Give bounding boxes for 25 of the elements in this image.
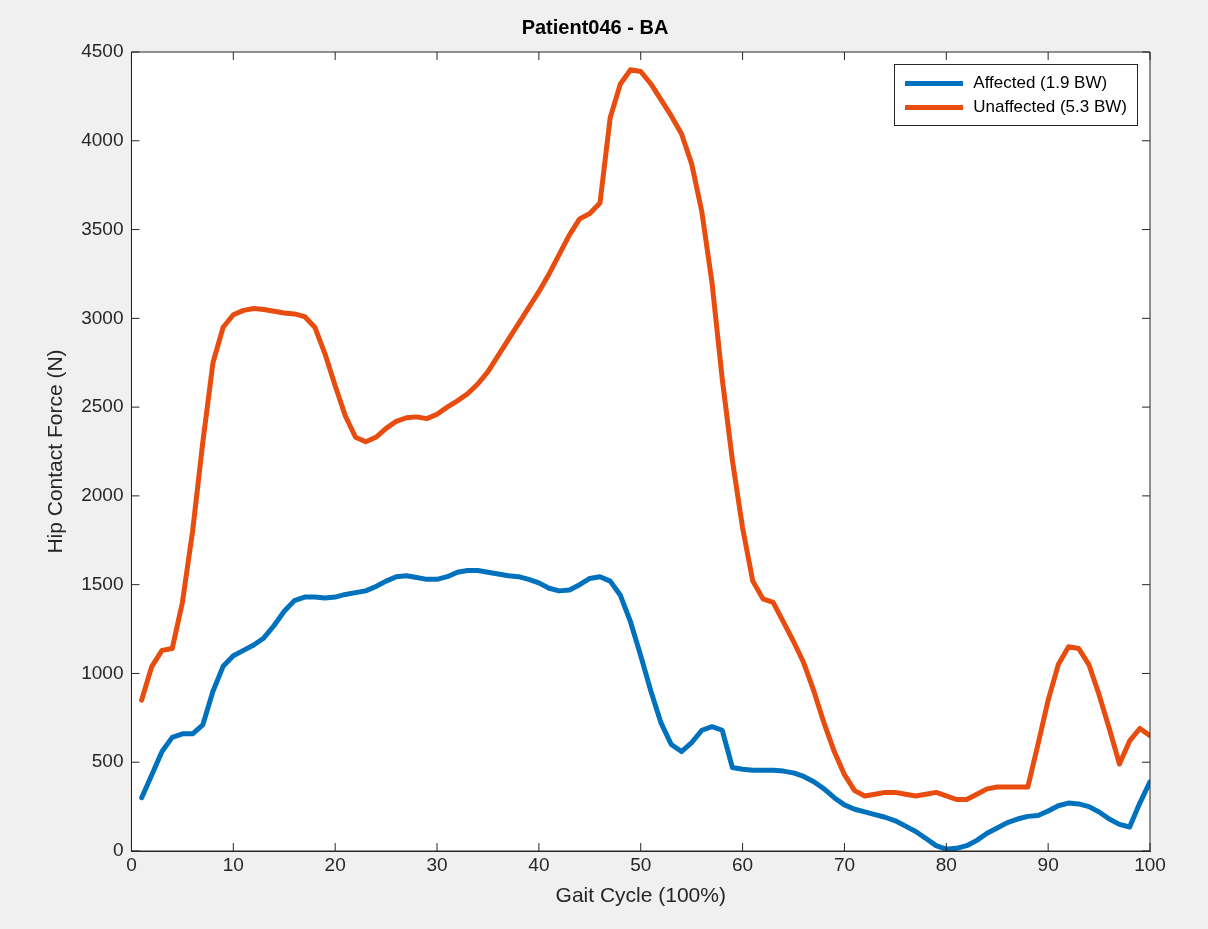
y-tick-label: 3000	[81, 306, 124, 328]
x-axis-title: Gait Cycle (100%)	[555, 883, 726, 907]
y-tick-label: 500	[91, 750, 124, 772]
y-tick-label: 0	[112, 839, 124, 861]
y-tick-label: 3500	[81, 217, 124, 239]
y-tick-label: 4000	[81, 129, 124, 151]
x-tick-label: 80	[935, 853, 957, 875]
x-tick-label: 60	[732, 853, 754, 875]
y-tick-label: 2500	[81, 395, 124, 417]
y-tick-label: 2000	[81, 484, 124, 506]
y-axis-title: Hip Contact Force (N)	[43, 349, 67, 554]
x-tick-label: 40	[528, 853, 550, 875]
legend-label: Affected (1.9 BW)	[973, 72, 1108, 94]
x-tick-label: 50	[630, 853, 652, 875]
x-tick-label: 100	[1134, 853, 1166, 875]
legend-label: Unaffected (5.3 BW)	[973, 96, 1127, 118]
x-tick-label: 90	[1037, 853, 1059, 875]
x-tick-label: 70	[833, 853, 856, 875]
x-tick-label: 30	[426, 853, 448, 875]
y-tick-label: 4500	[81, 40, 124, 62]
y-tick-label: 1000	[81, 661, 124, 683]
x-tick-label: 20	[324, 853, 346, 875]
x-tick-label: 10	[222, 853, 244, 875]
y-tick-label: 1500	[81, 572, 124, 594]
chart-title: Patient046 - BA	[521, 15, 669, 38]
